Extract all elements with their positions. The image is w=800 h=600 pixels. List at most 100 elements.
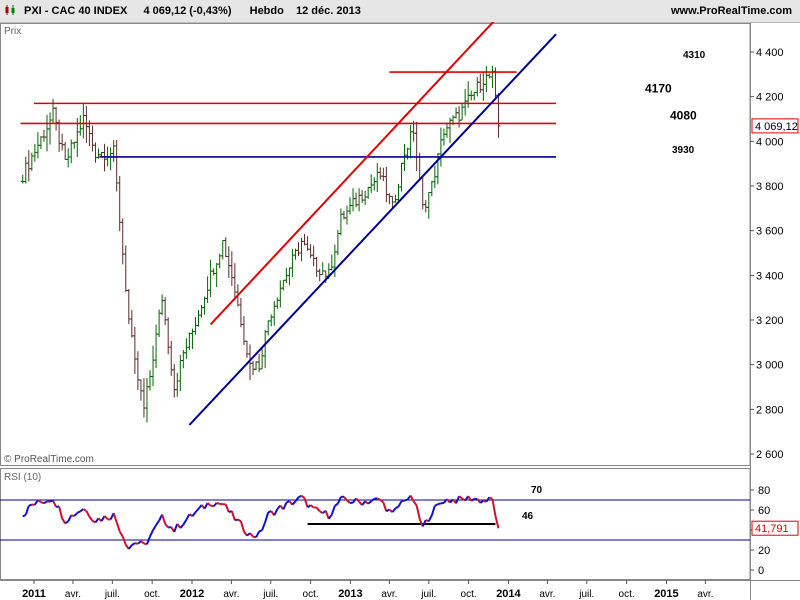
ohlc-bar xyxy=(408,125,413,159)
ohlc-bar xyxy=(381,167,386,182)
rsi-y-tick-label: 20 xyxy=(758,545,770,557)
date-tick-label: juil. xyxy=(262,589,278,600)
rsi-segment xyxy=(437,502,442,506)
ohlc-bar xyxy=(266,320,271,336)
rsi-segment xyxy=(364,500,369,505)
rsi-segment xyxy=(401,499,405,503)
rsi-segment xyxy=(391,507,397,513)
ohlc-bar xyxy=(457,106,462,128)
rsi-segment xyxy=(319,510,324,514)
ohlc-bar xyxy=(223,237,228,258)
price-y-tick-label: 4 000 xyxy=(756,136,784,148)
rsi-segment xyxy=(143,542,148,546)
ohlc-bar xyxy=(120,218,125,265)
instrument-header: PXI - CAC 40 INDEX 4 069,12 (-0,43%) Heb… xyxy=(24,5,361,17)
rsi-segment xyxy=(112,512,118,523)
price-y-tick-label: 3 200 xyxy=(756,315,784,327)
ohlc-bar xyxy=(44,114,49,152)
price-y-tick-label: 3 800 xyxy=(756,181,784,193)
rsi-segment xyxy=(234,518,239,522)
rsi-segment xyxy=(239,520,245,532)
rsi-level-label: 70 xyxy=(531,485,543,496)
rsi-segment xyxy=(152,524,157,531)
ohlc-bar xyxy=(93,142,98,163)
rsi-segment xyxy=(355,497,360,503)
ohlc-bar xyxy=(211,268,216,276)
ohlc-bar xyxy=(38,136,43,150)
candlestick-icon xyxy=(5,5,15,15)
rsi-segment xyxy=(397,500,403,508)
rsi-segment xyxy=(285,500,290,504)
rsi-y-tick-label: 80 xyxy=(758,485,770,497)
rsi-segment xyxy=(140,540,145,545)
rsi-segment xyxy=(485,496,491,503)
current-price-box xyxy=(751,118,799,134)
ohlc-bar xyxy=(314,256,319,277)
ohlc-bar xyxy=(117,175,122,232)
rsi-segment xyxy=(88,516,94,522)
date-tick-label: 2015 xyxy=(654,588,678,600)
rsi-segment xyxy=(303,497,309,508)
rsi-segment xyxy=(203,502,209,510)
rsi-segment xyxy=(315,506,321,512)
ohlc-bar xyxy=(438,127,443,167)
ohlc-bar xyxy=(111,140,116,162)
ohlc-bar xyxy=(375,163,380,193)
ohlc-bar xyxy=(360,190,365,203)
rsi-segment xyxy=(91,519,96,524)
rsi-segment xyxy=(461,497,466,502)
price-y-tick-label: 3 000 xyxy=(756,360,784,372)
rsi-segment xyxy=(394,505,399,510)
ohlc-bar xyxy=(308,244,313,258)
rsi-segment xyxy=(382,502,388,512)
rsi-segment xyxy=(367,500,372,505)
chart-area[interactable]: 4 400 4 200 4 000 3 800 3 600 3 400 3 200 3 000… xyxy=(0,22,800,600)
ohlc-bar xyxy=(72,141,77,149)
ohlc-bar xyxy=(351,188,356,212)
rsi-segment xyxy=(291,500,297,506)
rsi-segment xyxy=(49,499,54,503)
date-tick-label: 2013 xyxy=(338,588,362,600)
rsi-segment xyxy=(336,496,342,504)
rsi-segment xyxy=(188,513,193,518)
rsi-segment xyxy=(73,512,79,517)
rsi-segment xyxy=(307,504,312,509)
rsi-segment xyxy=(118,530,124,538)
rsi-segment xyxy=(255,531,260,538)
date-tick-label: avr. xyxy=(65,589,81,600)
ohlc-bar xyxy=(302,233,307,246)
rsi-segment xyxy=(58,506,64,519)
ohlc-bar xyxy=(275,297,280,309)
watermark: © ProRealTime.com xyxy=(4,454,94,465)
rsi-segment xyxy=(252,535,257,539)
date-tick-label: juil. xyxy=(420,589,436,600)
rsi-segment xyxy=(470,498,475,502)
rsi-segment xyxy=(379,499,384,504)
ohlc-bar xyxy=(396,183,401,202)
level-label: 4080 xyxy=(670,108,697,122)
rsi-segment xyxy=(155,520,160,526)
date-tick-label: oct. xyxy=(144,589,160,600)
rsi-segment xyxy=(37,499,42,504)
period-label: Hebdo xyxy=(249,5,284,17)
ohlc-bar xyxy=(490,65,495,89)
rsi-segment xyxy=(430,505,436,516)
rsi-segment xyxy=(415,505,421,520)
ohlc-bar xyxy=(460,102,465,121)
current-price-label: 4 069,12 xyxy=(755,121,798,133)
ohlc-bar xyxy=(241,316,246,345)
rsi-segment xyxy=(455,495,461,504)
rsi-segment xyxy=(324,510,330,520)
ohlc-bar xyxy=(384,166,389,203)
ohlc-bar xyxy=(399,162,404,192)
rsi-segment xyxy=(249,532,254,538)
ohlc-bar xyxy=(290,248,295,278)
ohlc-bar xyxy=(311,245,316,267)
ohlc-bar xyxy=(472,91,477,101)
rsi-segment xyxy=(216,502,220,505)
rsi-segment xyxy=(52,500,57,508)
rsi-segment xyxy=(182,519,188,526)
rsi-segment xyxy=(149,529,154,537)
price-y-tick-label: 4 400 xyxy=(756,47,784,59)
ohlc-bar xyxy=(372,177,377,191)
